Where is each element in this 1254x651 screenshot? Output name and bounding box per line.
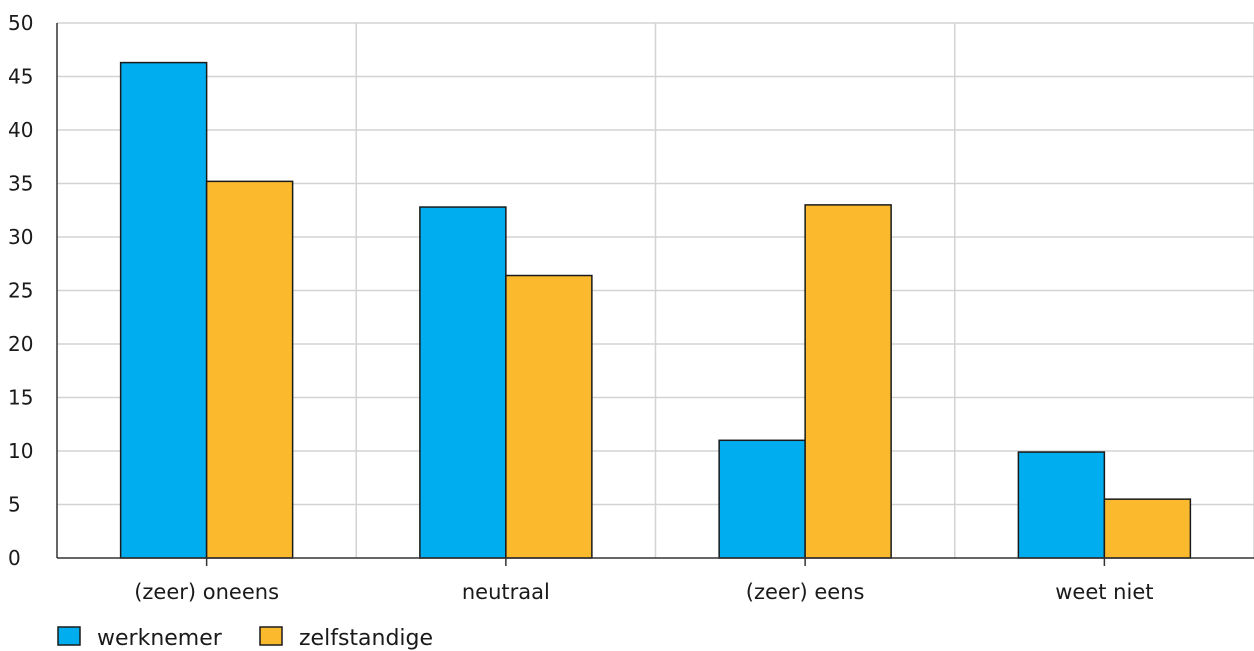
y-tick-label: 0 xyxy=(8,546,21,570)
y-tick-label: 5 xyxy=(8,493,21,517)
bar-werknemer-2 xyxy=(718,439,806,559)
x-category-label: (zeer) oneens xyxy=(134,580,279,604)
y-tick-label: 40 xyxy=(8,118,33,142)
y-tick-label: 25 xyxy=(8,279,33,303)
legend-label-zelfstandige: zelfstandige xyxy=(299,626,433,651)
bar-zelfstandige-0 xyxy=(205,180,294,559)
bar-werknemer-1 xyxy=(419,206,507,559)
y-tick-label: 10 xyxy=(8,439,33,463)
x-category-label: weet niet xyxy=(1055,580,1153,604)
y-tick-label: 35 xyxy=(8,172,33,196)
legend: werknemer zelfstandige xyxy=(57,626,433,651)
bar-zelfstandige-3 xyxy=(1103,498,1192,559)
axis-layer: 0 5 10 15 20 25 30 35 40 45 50 (zeer) oneens neutraa… xyxy=(8,11,1254,604)
y-tick-label: 45 xyxy=(8,65,33,89)
bar-werknemer-3 xyxy=(1017,451,1106,559)
y-tick-label: 30 xyxy=(8,225,33,249)
y-tick-label: 50 xyxy=(8,11,33,35)
legend-label-werknemer: werknemer xyxy=(97,626,223,651)
bar-zelfstandige-2 xyxy=(804,204,892,559)
legend-swatch-zelfstandige xyxy=(259,626,283,646)
y-tick-label: 15 xyxy=(8,386,33,410)
y-tick-label: 20 xyxy=(8,332,33,356)
bar-werknemer-0 xyxy=(119,61,208,559)
x-category-label: neutraal xyxy=(462,580,550,604)
legend-swatch-werknemer xyxy=(57,626,81,646)
x-category-label: (zeer) eens xyxy=(746,580,865,604)
bar-zelfstandige-1 xyxy=(505,274,593,559)
bars-layer xyxy=(119,61,1192,559)
